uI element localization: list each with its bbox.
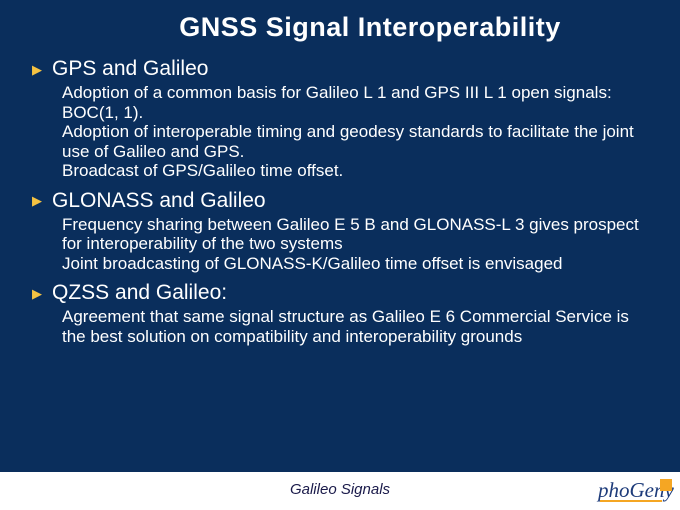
section-2: ▶ GLONASS and Galileo Frequency sharing … bbox=[30, 189, 650, 274]
logo: phoGeny bbox=[598, 476, 672, 506]
section-3-title: QZSS and Galileo: bbox=[52, 281, 227, 305]
logo-underline bbox=[600, 500, 662, 502]
section-2-body: Frequency sharing between Galileo E 5 B … bbox=[30, 215, 650, 274]
body-line: Adoption of interoperable timing and geo… bbox=[62, 122, 650, 161]
section-3: ▶ QZSS and Galileo: Agreement that same … bbox=[30, 281, 650, 346]
bullet-icon: ▶ bbox=[30, 58, 52, 81]
footer-text: Galileo Signals bbox=[0, 481, 680, 498]
section-1-title: GPS and Galileo bbox=[52, 57, 208, 81]
slide: GNSS Signal Interoperability ▶ GPS and G… bbox=[0, 0, 680, 510]
logo-square-icon bbox=[660, 479, 672, 491]
body-line: Frequency sharing between Galileo E 5 B … bbox=[62, 215, 650, 254]
section-3-body: Agreement that same signal structure as … bbox=[30, 307, 650, 346]
section-2-title: GLONASS and Galileo bbox=[52, 189, 266, 213]
footer-bar: Galileo Signals phoGeny bbox=[0, 472, 680, 510]
section-1-head: ▶ GPS and Galileo bbox=[30, 57, 650, 81]
body-line: Adoption of a common basis for Galileo L… bbox=[62, 83, 650, 122]
slide-title: GNSS Signal Interoperability bbox=[90, 12, 650, 43]
bullet-icon: ▶ bbox=[30, 189, 52, 212]
body-line: Agreement that same signal structure as … bbox=[62, 307, 650, 346]
section-1-body: Adoption of a common basis for Galileo L… bbox=[30, 83, 650, 181]
section-3-head: ▶ QZSS and Galileo: bbox=[30, 281, 650, 305]
body-line: Broadcast of GPS/Galileo time offset. bbox=[62, 161, 650, 181]
body-line: Joint broadcasting of GLONASS-K/Galileo … bbox=[62, 254, 650, 274]
section-2-head: ▶ GLONASS and Galileo bbox=[30, 189, 650, 213]
bullet-icon: ▶ bbox=[30, 282, 52, 305]
section-1: ▶ GPS and Galileo Adoption of a common b… bbox=[30, 57, 650, 181]
